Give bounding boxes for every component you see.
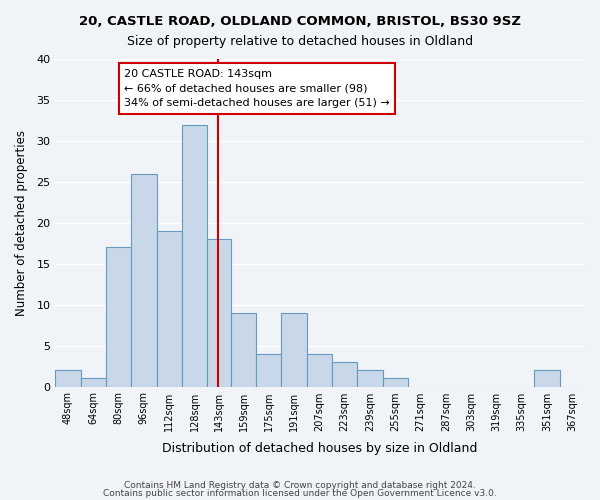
Bar	[358, 370, 383, 386]
Bar	[383, 378, 408, 386]
Bar	[106, 248, 131, 386]
Bar	[131, 174, 157, 386]
Text: 20, CASTLE ROAD, OLDLAND COMMON, BRISTOL, BS30 9SZ: 20, CASTLE ROAD, OLDLAND COMMON, BRISTOL…	[79, 15, 521, 28]
Bar	[535, 370, 560, 386]
Bar	[207, 239, 231, 386]
Text: 20 CASTLE ROAD: 143sqm
← 66% of detached houses are smaller (98)
34% of semi-det: 20 CASTLE ROAD: 143sqm ← 66% of detached…	[124, 69, 390, 108]
Bar	[182, 124, 207, 386]
X-axis label: Distribution of detached houses by size in Oldland: Distribution of detached houses by size …	[163, 442, 478, 455]
Bar	[256, 354, 281, 386]
Bar	[332, 362, 358, 386]
Text: Contains public sector information licensed under the Open Government Licence v3: Contains public sector information licen…	[103, 488, 497, 498]
Text: Contains HM Land Registry data © Crown copyright and database right 2024.: Contains HM Land Registry data © Crown c…	[124, 481, 476, 490]
Text: Size of property relative to detached houses in Oldland: Size of property relative to detached ho…	[127, 35, 473, 48]
Bar	[231, 313, 256, 386]
Bar	[307, 354, 332, 386]
Bar	[55, 370, 80, 386]
Y-axis label: Number of detached properties: Number of detached properties	[15, 130, 28, 316]
Bar	[281, 313, 307, 386]
Bar	[80, 378, 106, 386]
Bar	[157, 231, 182, 386]
